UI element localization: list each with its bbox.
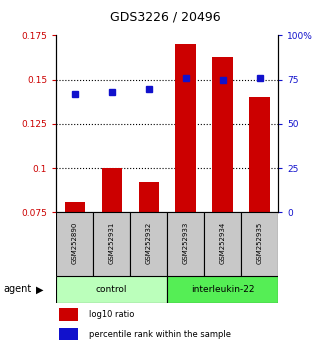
Text: interleukin-22: interleukin-22 bbox=[191, 285, 254, 294]
Bar bbox=[213, 57, 233, 212]
Bar bbox=[102, 168, 122, 212]
Bar bbox=[175, 44, 196, 212]
Text: agent: agent bbox=[3, 284, 31, 295]
Text: GSM252933: GSM252933 bbox=[183, 222, 189, 264]
Text: GSM252890: GSM252890 bbox=[72, 222, 78, 264]
Text: log10 ratio: log10 ratio bbox=[89, 310, 134, 319]
Text: GSM252935: GSM252935 bbox=[257, 222, 262, 264]
Bar bbox=[65, 202, 85, 212]
Bar bbox=[241, 212, 278, 276]
Bar bbox=[167, 276, 278, 303]
Text: ▶: ▶ bbox=[36, 284, 44, 295]
Bar bbox=[249, 97, 270, 212]
Bar bbox=[204, 212, 241, 276]
Text: GSM252931: GSM252931 bbox=[109, 222, 115, 264]
Text: control: control bbox=[96, 285, 127, 294]
Text: percentile rank within the sample: percentile rank within the sample bbox=[89, 330, 231, 338]
Bar bbox=[138, 182, 159, 212]
Text: GSM252932: GSM252932 bbox=[146, 222, 152, 264]
Text: GDS3226 / 20496: GDS3226 / 20496 bbox=[110, 11, 221, 24]
Bar bbox=[167, 212, 204, 276]
Bar bbox=[59, 328, 78, 340]
Text: GSM252934: GSM252934 bbox=[219, 222, 226, 264]
Bar bbox=[130, 212, 167, 276]
Bar bbox=[59, 308, 78, 321]
Bar bbox=[56, 276, 167, 303]
Bar bbox=[56, 212, 93, 276]
Bar bbox=[93, 212, 130, 276]
